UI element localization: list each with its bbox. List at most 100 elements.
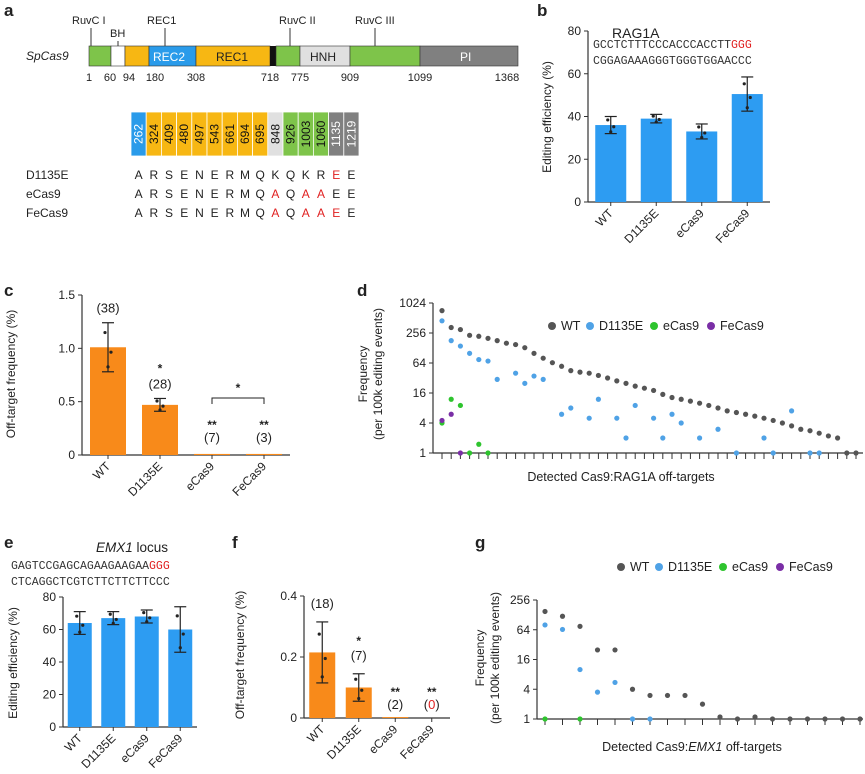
point-d1135e: [485, 358, 491, 364]
replicate-point: [612, 125, 616, 129]
y-tick-label: 256: [406, 326, 426, 340]
residue-cell: M: [240, 168, 250, 182]
point-wt: [612, 647, 618, 653]
point-d1135e: [577, 666, 583, 673]
residue-position-label: 848: [268, 124, 282, 144]
replicate-point: [606, 118, 610, 122]
replicate-point: [657, 117, 661, 122]
residue-cell: E: [180, 206, 188, 220]
count-paren: ): [435, 697, 439, 712]
y-tick-label: 1.0: [58, 341, 75, 355]
rag1a-seq-pam: GGG: [731, 39, 752, 52]
x-tick-label: FeCas9: [397, 722, 437, 762]
replicate-point: [145, 620, 149, 624]
replicate-point: [609, 130, 613, 134]
replicate-point: [158, 408, 162, 412]
point-wt: [467, 332, 473, 338]
point-wt: [822, 716, 828, 722]
variant-name-label: eCas9: [26, 187, 61, 201]
point-wt: [835, 435, 841, 441]
point-wt: [568, 368, 574, 374]
chart-f-ylabel: Off-target frequency (%): [233, 591, 247, 720]
chart-g-xlabel-italic: EMX1: [688, 740, 722, 754]
point-wt: [623, 380, 629, 386]
residue-cell: A: [135, 206, 143, 220]
replicate-point: [700, 135, 704, 140]
y-tick-label: 80: [568, 24, 582, 38]
point-wt: [531, 350, 537, 356]
replicate-point: [317, 632, 321, 636]
y-tick-label: 0: [68, 448, 75, 462]
y-tick-label: 64: [413, 356, 427, 370]
residue-cell: E: [211, 187, 219, 201]
residue-cell: R: [149, 187, 158, 201]
x-tick-label: FeCas9: [230, 459, 270, 499]
residue-position-label: 661: [223, 124, 237, 144]
y-tick-label: 80: [43, 590, 57, 604]
residue-cell: R: [149, 206, 158, 220]
y-tick-label: 20: [568, 152, 582, 166]
y-tick-label: 0.5: [58, 395, 75, 409]
residue-cell: M: [240, 206, 250, 220]
residue-cell: K: [271, 168, 279, 182]
chart-b: RAG1A GCCTCTTTCCCACCCACCTTGGG CGGAGAAAGG…: [540, 24, 770, 246]
point-d1135e: [467, 350, 473, 356]
point-wt: [706, 402, 712, 409]
point-d1135e: [623, 435, 629, 441]
chart-g: Frequency (per 100k editing events) Dete…: [473, 560, 863, 754]
chart-b-ylabel: Editing efficiency (%): [540, 61, 554, 173]
point-d1135e: [647, 716, 653, 722]
emx1-seq-main: GAGTCCGAGCAGAAGAAGAA: [11, 560, 149, 573]
point-wt: [629, 686, 636, 692]
replicate-point: [114, 617, 118, 622]
point-wt: [798, 426, 804, 432]
y-tick-label: 0: [574, 195, 581, 209]
residue-cell: E: [180, 168, 188, 182]
point-wt: [457, 326, 463, 333]
emx1-seq-line2: CTCAGGCTCGTCTTCTTCTTCCC: [11, 576, 170, 589]
x-tick-label: D1135E: [78, 731, 118, 771]
point-d1135e: [494, 376, 500, 382]
significance-stars: **: [207, 418, 217, 432]
count-label: (7): [351, 648, 367, 663]
replicate-point: [106, 365, 110, 369]
domain-ruvc2: [275, 45, 301, 67]
residue-position-label: 497: [192, 124, 206, 144]
count-label: (3): [256, 430, 272, 445]
point-wt: [448, 324, 454, 331]
residue-cell: Q: [256, 187, 265, 201]
point-wt: [540, 355, 546, 361]
y-tick-label: 60: [43, 623, 57, 637]
chart-g-xlabel-prefix: Detected Cas9:: [602, 740, 688, 754]
rag1a-seq-line1: GCCTCTTTCCCACCCACCTTGGG: [593, 39, 752, 52]
point-wt: [761, 415, 767, 421]
replicate-point: [78, 630, 82, 634]
replicate-point: [175, 614, 179, 618]
legend-label-d1135e: D1135E: [599, 319, 643, 333]
point-wt: [605, 375, 611, 381]
bar: [67, 623, 92, 727]
point-wt: [494, 338, 500, 344]
point-wt: [632, 383, 638, 389]
label-rec1-top: REC1: [147, 15, 176, 27]
point-wt: [787, 716, 793, 722]
residue-cell: E: [180, 187, 188, 201]
y-tick-label: 0.2: [280, 650, 297, 664]
point-wt: [594, 647, 601, 653]
domain-bh: [110, 45, 126, 67]
comparison-bracket: [211, 397, 265, 404]
point-fecas9: [439, 417, 445, 424]
replicate-point: [320, 675, 324, 679]
point-wt: [651, 387, 657, 394]
y-tick-label: 0.4: [280, 589, 297, 603]
y-tick-label: 16: [413, 386, 427, 400]
domain-label-rec1: REC1: [216, 50, 248, 64]
point-wt: [641, 385, 648, 391]
point-d1135e: [789, 408, 795, 414]
replicate-point: [748, 95, 752, 100]
point-wt: [669, 394, 675, 401]
residue-table: 262 324 409 480 497 543 661 694 695 848 926 1003 106…: [26, 111, 360, 220]
chart-b-title: RAG1A: [612, 25, 660, 41]
significance-stars: **: [259, 418, 269, 432]
domain-label-pi: PI: [460, 50, 471, 64]
